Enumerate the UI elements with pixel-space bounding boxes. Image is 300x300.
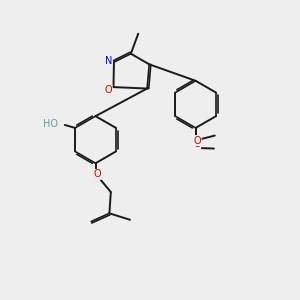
Text: O: O xyxy=(193,140,201,149)
Text: N: N xyxy=(105,56,112,66)
Text: HO: HO xyxy=(43,119,58,129)
Text: O: O xyxy=(194,136,201,146)
Text: O: O xyxy=(104,85,112,95)
Text: O: O xyxy=(94,169,101,179)
